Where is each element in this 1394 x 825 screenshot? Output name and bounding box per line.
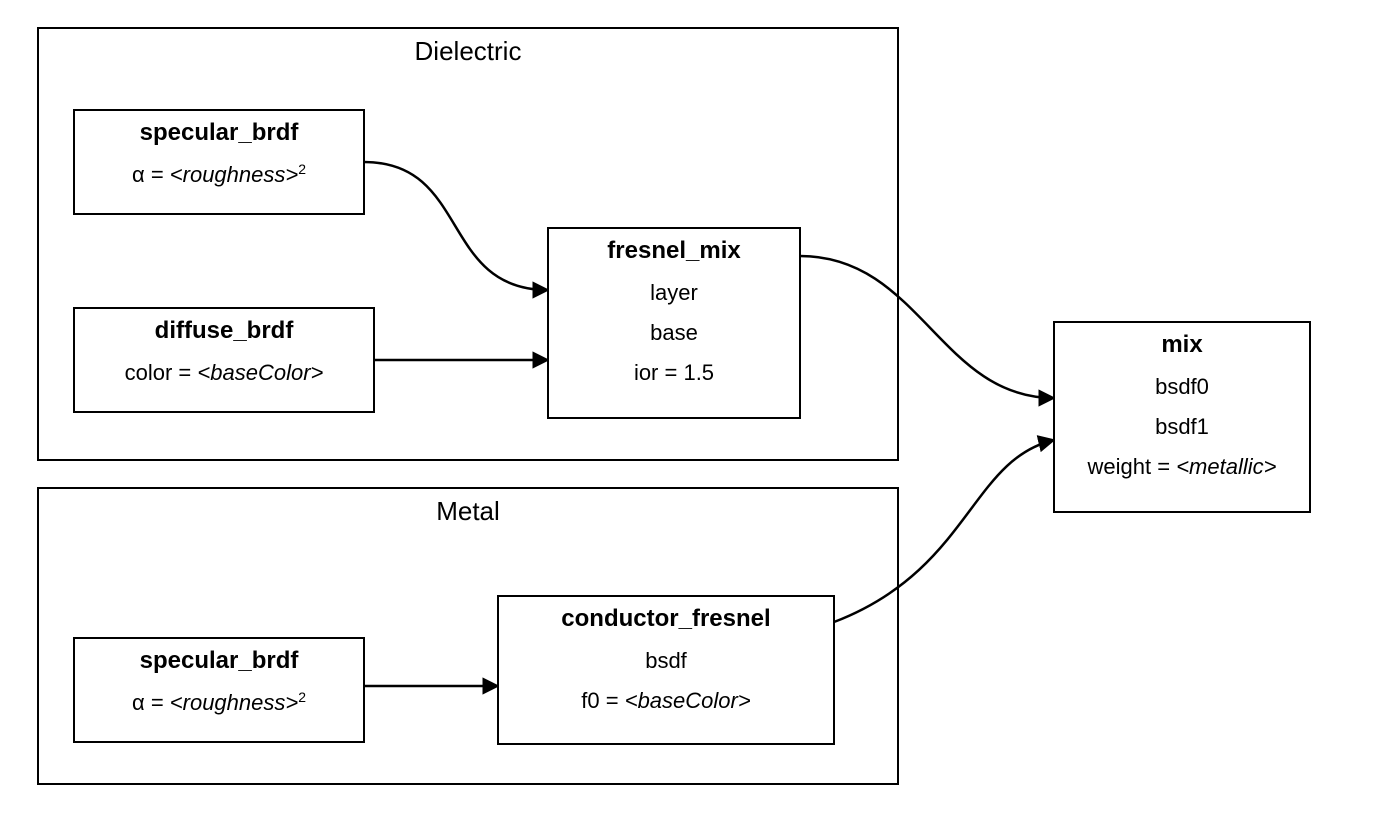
node-title-specular_brdf_m: specular_brdf <box>140 647 300 674</box>
node-param-fresnel_mix-0: layer <box>650 280 698 305</box>
node-conductor_fresnel: conductor_fresnelbsdf f0 = <baseColor> <box>498 596 834 744</box>
node-param-mix-1: bsdf1 <box>1155 414 1209 439</box>
node-mix: mix bsdf0 bsdf1 weight = <metallic> <box>1054 322 1310 512</box>
diagram-canvas: Dielectric Metal specular_brdf α = <roughne… <box>0 0 1394 825</box>
edge-fresnel_mix-to-mix <box>800 256 1054 398</box>
node-title-diffuse_brdf: diffuse_brdf <box>155 317 295 344</box>
node-title-specular_brdf_d: specular_brdf <box>140 119 300 146</box>
node-param-specular_brdf_d-0: α = <roughness>2 <box>132 161 306 187</box>
node-fresnel_mix: fresnel_mixlayer base ior = 1.5 <box>548 228 800 418</box>
node-param-mix-2: weight = <metallic> <box>1087 454 1277 479</box>
edge-conductor_fresnel-to-mix <box>834 440 1054 622</box>
node-param-mix-0: bsdf0 <box>1155 374 1209 399</box>
node-specular_brdf_m: specular_brdf α = <roughness>2 <box>74 638 364 742</box>
group-title-metal: Metal <box>436 496 500 526</box>
node-param-conductor_fresnel-0: bsdf <box>645 648 687 673</box>
node-specular_brdf_d: specular_brdf α = <roughness>2 <box>74 110 364 214</box>
node-param-fresnel_mix-2: ior = 1.5 <box>634 360 714 385</box>
group-title-dielectric: Dielectric <box>415 36 522 66</box>
node-param-diffuse_brdf-0: color = <baseColor> <box>125 360 324 385</box>
node-param-specular_brdf_m-0: α = <roughness>2 <box>132 689 306 715</box>
node-title-mix: mix <box>1161 331 1203 358</box>
node-title-conductor_fresnel: conductor_fresnel <box>561 605 770 632</box>
node-diffuse_brdf: diffuse_brdfcolor = <baseColor> <box>74 308 374 412</box>
node-title-fresnel_mix: fresnel_mix <box>607 237 741 264</box>
node-param-conductor_fresnel-1: f0 = <baseColor> <box>581 688 751 713</box>
edge-specular_brdf_d-to-fresnel_mix <box>364 162 548 290</box>
node-param-fresnel_mix-1: base <box>650 320 698 345</box>
